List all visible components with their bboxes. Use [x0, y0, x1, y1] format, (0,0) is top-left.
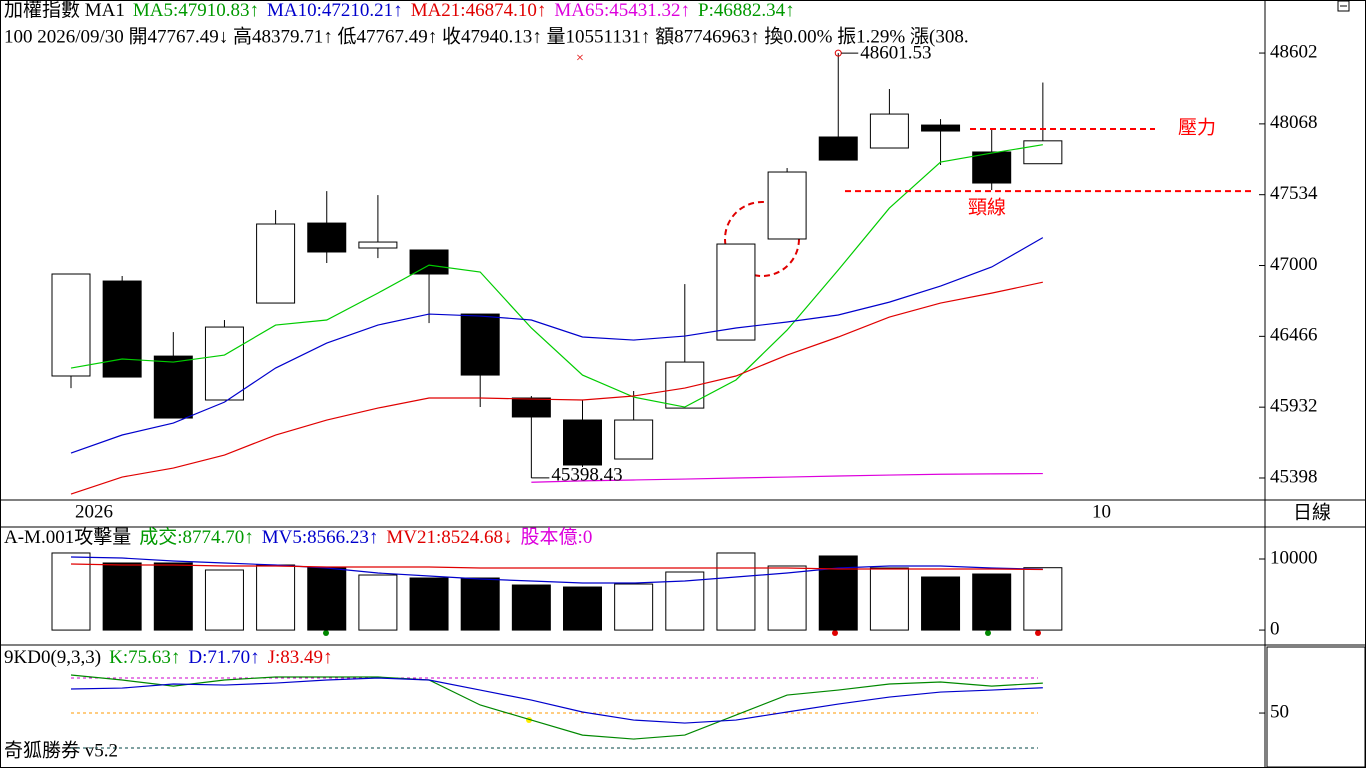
volume-bar — [716, 552, 756, 631]
signal-mark: × — [576, 51, 584, 66]
y-tick-label: 45932 — [1270, 396, 1318, 417]
line-series — [70, 237, 1044, 454]
candle-body — [818, 136, 858, 161]
candle-body — [307, 222, 347, 253]
y-tick-label: 46466 — [1270, 325, 1318, 346]
legend-item: 9KD0(9,3,3) — [4, 647, 101, 668]
volume-bar — [972, 573, 1012, 631]
volume-bar — [51, 552, 91, 631]
line-series — [70, 144, 1043, 408]
y-tick-label: 48602 — [1270, 41, 1318, 62]
line-series — [531, 472, 1043, 483]
legend-item: MV21:8524.68↓ — [386, 527, 512, 548]
legend-item: P:46882.34↑ — [698, 0, 795, 21]
y-tick-label: 45398 — [1270, 466, 1318, 487]
footer: 奇狐勝券 v5.2 — [4, 739, 118, 761]
reference-label: 壓力 — [1178, 116, 1216, 138]
candle-body — [921, 124, 961, 132]
legend-item: 成交:8774.70↑ — [139, 526, 254, 548]
y-tick-label: 10000 — [1270, 547, 1318, 568]
candle-body — [1023, 140, 1063, 165]
candle-body — [511, 397, 551, 418]
annotation-label: 45398.43 — [551, 464, 622, 485]
candle-body — [51, 273, 91, 377]
volume-bar — [921, 576, 961, 631]
volume-bar — [358, 574, 398, 631]
volume-title: A-M.001攻擊量 成交:8774.70↑ MV5:8566.23↑ MV21:85… — [4, 526, 592, 548]
line-series — [70, 556, 1043, 584]
legend-item: MV5:8566.23↑ — [262, 527, 379, 548]
line-series — [70, 281, 1043, 495]
candle-body — [614, 419, 654, 460]
volume-bar — [1023, 567, 1063, 631]
volume-bar — [563, 586, 602, 631]
legend-item: A-M.001攻擊量 — [4, 526, 131, 548]
candle-body — [716, 243, 756, 341]
candle-body — [869, 113, 909, 149]
candle-body — [409, 249, 449, 275]
x-tick-label: 10 — [1092, 501, 1111, 522]
legend-line1: 加權指數 MA1 MA5:47910.83↑ MA10:47210.21↑ MA21:… — [4, 0, 795, 21]
y-tick-label: 48068 — [1270, 112, 1318, 133]
y-tick-label: 47000 — [1270, 254, 1318, 275]
signal-dot — [832, 630, 838, 636]
line-series — [70, 674, 1043, 740]
candle-body — [972, 151, 1012, 184]
legend-item: 加權指數 MA1 — [4, 0, 125, 21]
line-series — [70, 677, 1043, 724]
volume-bar — [767, 565, 807, 631]
y-tick-label: 50 — [1270, 701, 1289, 722]
annotation-label: 48601.53 — [860, 42, 931, 63]
y-tick-label: 47534 — [1270, 183, 1318, 204]
volume-bar — [614, 583, 654, 631]
volume-bar — [307, 566, 347, 631]
legend-item: D:71.70↑ — [188, 647, 259, 668]
signal-dot — [323, 630, 329, 636]
period-label: 日線 — [1293, 501, 1331, 523]
legend-item: 股本億:0 — [521, 526, 593, 548]
legend-item: MA21:46874.10↑ — [411, 0, 547, 21]
candle-body — [460, 313, 500, 376]
candle-body — [153, 355, 193, 419]
kd-title: 9KD0(9,3,3) K:75.63↑ D:71.70↑ J:83.49↑ — [4, 647, 333, 668]
legend-item: K:75.63↑ — [109, 647, 180, 668]
volume-bar — [460, 577, 500, 631]
x-tick-label: 2026 — [75, 501, 113, 522]
volume-bar — [153, 562, 193, 631]
candle-body — [204, 326, 244, 401]
volume-bar — [511, 584, 551, 631]
header-line2: 100 2026/09/30 開47767.49↓ 高48379.71↑ 低47… — [4, 25, 969, 47]
candle-body — [563, 419, 602, 466]
volume-bar — [204, 569, 244, 631]
y-tick-label: 0 — [1270, 618, 1280, 639]
line-series — [70, 563, 1043, 571]
candle-body — [102, 280, 142, 378]
legend-item: MA5:47910.83↑ — [133, 0, 259, 21]
candle-body — [358, 241, 398, 249]
legend-item: MA10:47210.21↑ — [267, 0, 403, 21]
signal-dot — [1035, 630, 1041, 636]
volume-bar — [869, 567, 909, 631]
candle-body — [256, 223, 296, 304]
volume-bar — [409, 577, 449, 631]
volume-bar — [256, 564, 296, 631]
legend-item: MA65:45431.32↑ — [554, 0, 690, 21]
signal-dot — [985, 630, 991, 636]
kd-axis-box — [1266, 646, 1366, 768]
reference-label: 頸線 — [968, 196, 1006, 218]
candle-body — [767, 171, 807, 240]
legend-item: J:83.49↑ — [268, 647, 333, 668]
volume-bar — [102, 562, 142, 631]
